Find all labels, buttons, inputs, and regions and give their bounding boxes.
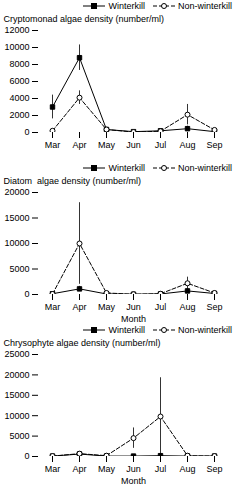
html-text:Non-winterkill: Non-winterkill: [178, 163, 232, 173]
html-text:Winterkill: Winterkill: [108, 325, 145, 335]
svg-text:Diatom algae density (number/: Diatom algae density (number/ml): [4, 176, 142, 186]
svg-text:2000: 2000: [9, 110, 29, 120]
svg-text:0: 0: [24, 451, 29, 461]
svg-text:6000: 6000: [9, 76, 29, 86]
html-text:Winterkill: Winterkill: [108, 1, 145, 11]
svg-text:Jun: Jun: [126, 302, 141, 312]
svg-text:Jul: Jul: [155, 464, 167, 474]
svg-text:Jul: Jul: [155, 302, 167, 312]
svg-text:Jun: Jun: [126, 140, 141, 150]
svg-text:15000: 15000: [4, 213, 29, 223]
html-text:Non-winterkill: Non-winterkill: [178, 325, 232, 335]
svg-text:Apr: Apr: [72, 140, 86, 150]
svg-text:May: May: [98, 302, 116, 312]
svg-text:10000: 10000: [4, 42, 29, 52]
svg-text:12000: 12000: [4, 25, 29, 35]
svg-text:Mar: Mar: [45, 464, 61, 474]
svg-text:25000: 25000: [4, 349, 29, 359]
svg-text:4000: 4000: [9, 93, 29, 103]
svg-text:20000: 20000: [4, 187, 29, 197]
svg-text:Aug: Aug: [179, 140, 195, 150]
html-text:Winterkill: Winterkill: [108, 163, 145, 173]
svg-text:5000: 5000: [9, 431, 29, 441]
svg-text:May: May: [98, 464, 116, 474]
svg-text:0: 0: [24, 289, 29, 299]
svg-text:Sep: Sep: [206, 140, 222, 150]
svg-text:Aug: Aug: [179, 464, 195, 474]
svg-text:Sep: Sep: [206, 302, 222, 312]
svg-text:Chrysophyte algae density (num: Chrysophyte algae density (number/ml): [4, 338, 161, 348]
svg-text:Mar: Mar: [45, 302, 61, 312]
svg-text:20000: 20000: [4, 370, 29, 380]
svg-text:Sep: Sep: [206, 464, 222, 474]
svg-text:15000: 15000: [4, 390, 29, 400]
svg-text:Aug: Aug: [179, 302, 195, 312]
svg-text:Mar: Mar: [45, 140, 61, 150]
svg-text:Cryptomonad algae density (num: Cryptomonad algae density (number/ml): [4, 14, 165, 24]
svg-text:Apr: Apr: [72, 302, 86, 312]
svg-text:10000: 10000: [4, 238, 29, 248]
svg-text:Apr: Apr: [72, 464, 86, 474]
svg-text:Jun: Jun: [126, 464, 141, 474]
svg-text:Month: Month: [121, 476, 146, 486]
svg-text:May: May: [98, 140, 116, 150]
svg-text:Month: Month: [121, 314, 146, 324]
svg-text:5000: 5000: [9, 264, 29, 274]
svg-text:0: 0: [24, 127, 29, 137]
svg-text:10000: 10000: [4, 411, 29, 421]
html-text:Non-winterkill: Non-winterkill: [178, 1, 232, 11]
svg-text:Jul: Jul: [155, 140, 167, 150]
svg-text:8000: 8000: [9, 59, 29, 69]
